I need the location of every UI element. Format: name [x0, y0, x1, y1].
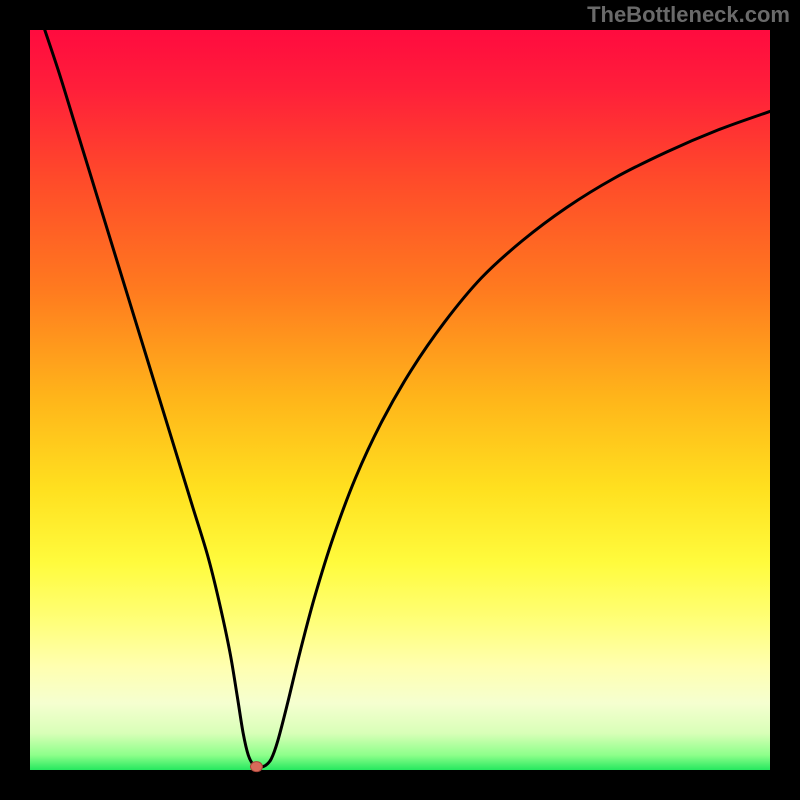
plot-background [30, 30, 770, 770]
chart-svg [0, 0, 800, 800]
watermark-text: TheBottleneck.com [587, 2, 790, 28]
chart-container: TheBottleneck.com [0, 0, 800, 800]
bottleneck-marker [250, 762, 262, 772]
